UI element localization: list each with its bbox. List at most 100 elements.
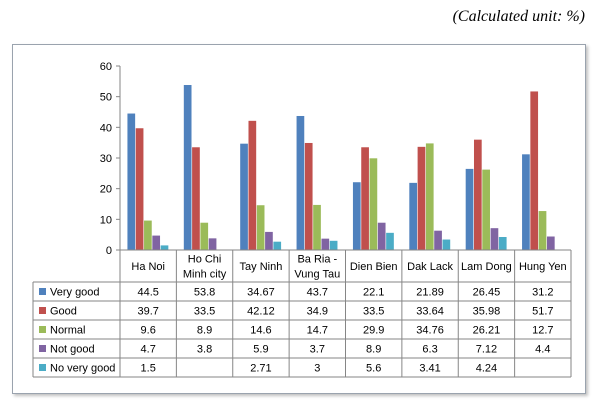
data-label: 33.64 — [416, 306, 444, 318]
data-label: 2.71 — [250, 363, 271, 375]
bar — [434, 230, 442, 250]
y-tick-label: 0 — [106, 245, 112, 257]
category-label: Ho Chi — [188, 254, 222, 266]
bar — [442, 239, 451, 250]
legend-swatch — [39, 307, 46, 314]
bar — [538, 211, 547, 250]
data-label: 33.5 — [363, 306, 384, 318]
bar — [273, 241, 282, 250]
category-label: Ba Ria - — [297, 254, 337, 266]
data-label: 34.67 — [247, 287, 275, 299]
bar — [313, 204, 321, 250]
y-tick-label: 40 — [100, 122, 112, 134]
data-label: 14.6 — [250, 325, 271, 337]
data-label: 3.8 — [197, 344, 212, 356]
bar — [135, 128, 144, 250]
bar — [530, 91, 539, 250]
legend-swatch — [39, 288, 46, 295]
bar — [352, 182, 361, 250]
legend-label: Very good — [50, 287, 100, 299]
data-label: 26.21 — [473, 325, 501, 337]
data-label: 31.2 — [532, 287, 553, 299]
bar — [144, 220, 152, 250]
bar — [417, 146, 426, 250]
data-label: 22.1 — [363, 287, 384, 299]
bar — [369, 158, 378, 250]
bar — [192, 147, 200, 250]
data-label: 4.24 — [476, 363, 497, 375]
data-label: 39.7 — [137, 306, 158, 318]
legend-label: Normal — [50, 325, 85, 337]
category-label: Lam Dong — [461, 261, 512, 273]
category-label: Ha Noi — [131, 261, 165, 273]
bar — [377, 222, 386, 250]
bar — [183, 85, 192, 250]
data-label: 8.9 — [366, 344, 381, 356]
bar — [482, 169, 490, 250]
data-label: 3.41 — [419, 363, 440, 375]
bar — [490, 228, 499, 250]
data-label: 33.5 — [194, 306, 215, 318]
data-label: 4.7 — [141, 344, 156, 356]
data-label: 12.7 — [532, 325, 553, 337]
bar — [208, 238, 217, 250]
bar — [265, 231, 273, 250]
data-label: 1.5 — [141, 363, 156, 375]
category-label: Dien Bien — [350, 261, 398, 273]
legend-label: Good — [50, 306, 77, 318]
bar — [240, 143, 248, 250]
legend-label: Not good — [50, 344, 95, 356]
category-label: Hung Yen — [519, 261, 567, 273]
data-label: 34.76 — [416, 325, 444, 337]
category-label: Dak Lack — [407, 261, 453, 273]
data-label: 5.9 — [253, 344, 268, 356]
bar — [425, 143, 434, 250]
bar — [465, 168, 474, 250]
bar — [498, 237, 507, 250]
data-label: 14.7 — [307, 325, 328, 337]
bar — [386, 232, 394, 250]
data-label: 44.5 — [137, 287, 158, 299]
data-label: 9.6 — [141, 325, 156, 337]
data-label: 5.6 — [366, 363, 381, 375]
category-label: Minh city — [183, 269, 227, 281]
data-label: 4.4 — [535, 344, 550, 356]
data-label: 7.12 — [476, 344, 497, 356]
legend-swatch — [39, 326, 46, 333]
data-label: 51.7 — [532, 306, 553, 318]
y-tick-label: 10 — [100, 214, 112, 226]
bar — [522, 154, 530, 250]
unit-note: (Calculated unit: %) — [452, 8, 585, 25]
data-label: 29.9 — [363, 325, 384, 337]
bar — [409, 182, 418, 250]
data-label: 43.7 — [307, 287, 328, 299]
legend-label: No very good — [50, 363, 115, 375]
bar — [248, 120, 257, 250]
legend-swatch — [39, 345, 46, 352]
data-label: 35.98 — [473, 306, 501, 318]
bar — [152, 235, 161, 250]
data-label: 53.8 — [194, 287, 215, 299]
y-tick-label: 20 — [100, 184, 112, 196]
bar — [361, 147, 369, 250]
y-tick-label: 50 — [100, 92, 112, 104]
data-label: 6.3 — [422, 344, 437, 356]
data-label: 8.9 — [197, 325, 212, 337]
category-label: Tay Ninh — [240, 261, 283, 273]
bar — [546, 236, 555, 250]
data-label: 26.45 — [473, 287, 501, 299]
y-tick-label: 60 — [100, 61, 112, 73]
data-label: 3 — [314, 363, 320, 375]
bar — [127, 113, 136, 250]
bar — [160, 245, 169, 250]
data-label: 34.9 — [307, 306, 328, 318]
data-label: 21.89 — [416, 287, 444, 299]
legend-swatch — [39, 364, 46, 371]
data-label: 3.7 — [310, 344, 325, 356]
bar — [256, 205, 265, 250]
y-tick-label: 30 — [100, 153, 112, 165]
bar — [329, 240, 338, 250]
bar — [473, 139, 482, 250]
bar — [321, 238, 330, 250]
